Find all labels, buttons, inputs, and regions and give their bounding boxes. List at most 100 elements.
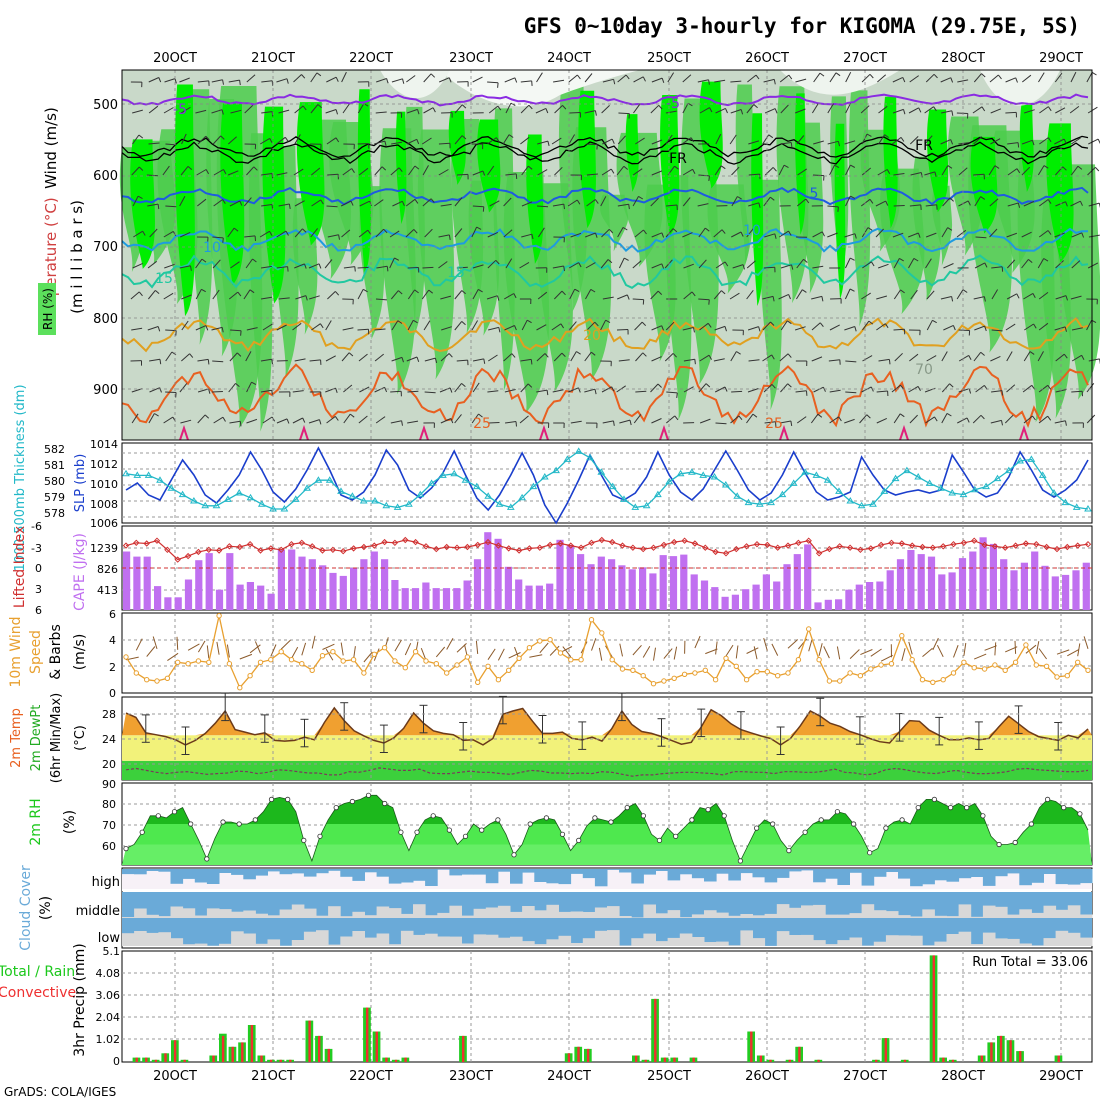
li-marker xyxy=(1022,540,1030,547)
li-marker xyxy=(836,543,843,550)
wind-barb xyxy=(211,79,223,83)
wind-barb xyxy=(1007,142,1019,145)
cape-bar xyxy=(257,585,265,610)
wind-barb xyxy=(570,232,582,238)
wind-barb xyxy=(940,296,952,300)
wind-barb xyxy=(585,232,596,238)
wind-barb xyxy=(181,294,192,300)
wind-barb xyxy=(520,104,530,114)
wind-barb xyxy=(651,325,662,331)
wind-barb xyxy=(374,386,385,393)
cloud-mid-gray xyxy=(558,911,572,918)
wind-barb xyxy=(878,105,888,114)
wind-barb xyxy=(261,204,273,207)
wind-barb xyxy=(729,134,737,145)
wind-speed-marker xyxy=(578,657,584,663)
li-marker xyxy=(308,543,316,550)
wind-speed-marker xyxy=(702,667,708,673)
cape-bar xyxy=(236,584,244,610)
wind-barb xyxy=(811,322,821,331)
cloud-low-gray xyxy=(158,932,171,946)
wind-speed-marker xyxy=(619,666,626,672)
wind-barb xyxy=(213,169,224,176)
wind-barb xyxy=(165,391,177,393)
wind-barb xyxy=(876,417,888,424)
wind-barb xyxy=(197,80,209,83)
wind-barb xyxy=(536,353,546,362)
li-marker xyxy=(639,545,647,553)
wind-barb-flag xyxy=(932,319,937,324)
wind-barb xyxy=(796,416,807,424)
precip-convective-bar xyxy=(212,1055,215,1062)
wind-barb-flag xyxy=(692,169,696,174)
cloud-mid-gray xyxy=(704,910,717,918)
cape-bar xyxy=(535,585,543,610)
wind-barb xyxy=(294,105,304,114)
wind-barb-flag xyxy=(787,383,792,388)
li-marker xyxy=(164,546,171,554)
thickness-marker xyxy=(484,492,493,499)
wind-barb xyxy=(212,135,222,145)
wind-barb-10m xyxy=(1056,649,1070,655)
wind-barb-flag xyxy=(526,319,532,324)
cloud-level-high: high xyxy=(92,875,120,890)
wind-barb xyxy=(1055,260,1064,269)
wind-barb xyxy=(389,230,400,238)
cloud-high-bar xyxy=(849,869,863,873)
thickness-marker xyxy=(914,473,923,480)
cloud-low-gray xyxy=(122,933,135,946)
wind-barb-flag xyxy=(190,265,192,271)
wind-barb xyxy=(521,201,533,207)
wind-barb-flag xyxy=(450,418,454,424)
wind-barb xyxy=(262,416,273,424)
rh-marker xyxy=(495,817,501,823)
wind-barb xyxy=(859,414,868,424)
wind-barb xyxy=(794,326,806,331)
cloud-high-bar xyxy=(231,869,244,875)
wind-barb-flag xyxy=(576,351,581,355)
wind-barb-flag xyxy=(205,135,210,141)
wind-barb xyxy=(276,230,287,238)
wind-barb xyxy=(340,200,352,207)
wind-barb xyxy=(520,358,532,362)
wind-barb xyxy=(505,421,517,424)
wind-barb-flag xyxy=(577,74,581,80)
wind-barb xyxy=(246,166,255,176)
thickness-marker xyxy=(733,492,742,499)
cloud-low-gray xyxy=(303,931,317,946)
wind-barb-flag xyxy=(819,72,825,77)
contour-5 xyxy=(121,186,1089,206)
date-top-label: 20OCT xyxy=(153,51,197,66)
wind-barb xyxy=(828,359,840,362)
wind-barb-10m xyxy=(187,643,200,651)
wind-barb xyxy=(618,112,630,115)
wind-barb xyxy=(778,293,789,300)
wind-barb-flag xyxy=(1079,200,1083,206)
wind-barb xyxy=(813,72,821,83)
cloud-mid-gray xyxy=(970,916,984,918)
cloud-low-gray xyxy=(328,944,341,946)
thickness-marker xyxy=(869,500,877,507)
wind-barb xyxy=(1038,415,1049,424)
cloud-high-bar xyxy=(825,869,838,879)
wind-barb-10m xyxy=(197,640,206,653)
wind-barb xyxy=(278,203,290,207)
wind-barb xyxy=(1070,295,1082,300)
wind-barb xyxy=(358,415,368,424)
cape-bar xyxy=(597,556,605,610)
cloud-low-gray xyxy=(376,933,390,946)
wind-barb-flag xyxy=(952,325,956,331)
precip-convective-bar xyxy=(1009,1040,1012,1062)
wind-barb xyxy=(1022,74,1032,83)
wind-barb xyxy=(260,358,272,362)
wind-barb xyxy=(197,358,209,362)
wind-barb xyxy=(179,77,190,83)
cloud-high-bar xyxy=(534,869,547,882)
li-marker xyxy=(329,546,337,554)
wind-barb xyxy=(489,200,500,207)
wind-barb xyxy=(844,233,856,238)
wind-speed-marker xyxy=(299,661,305,667)
wind-barb-10m xyxy=(808,638,813,652)
thickness-marker xyxy=(325,476,334,483)
li-marker xyxy=(267,545,275,552)
